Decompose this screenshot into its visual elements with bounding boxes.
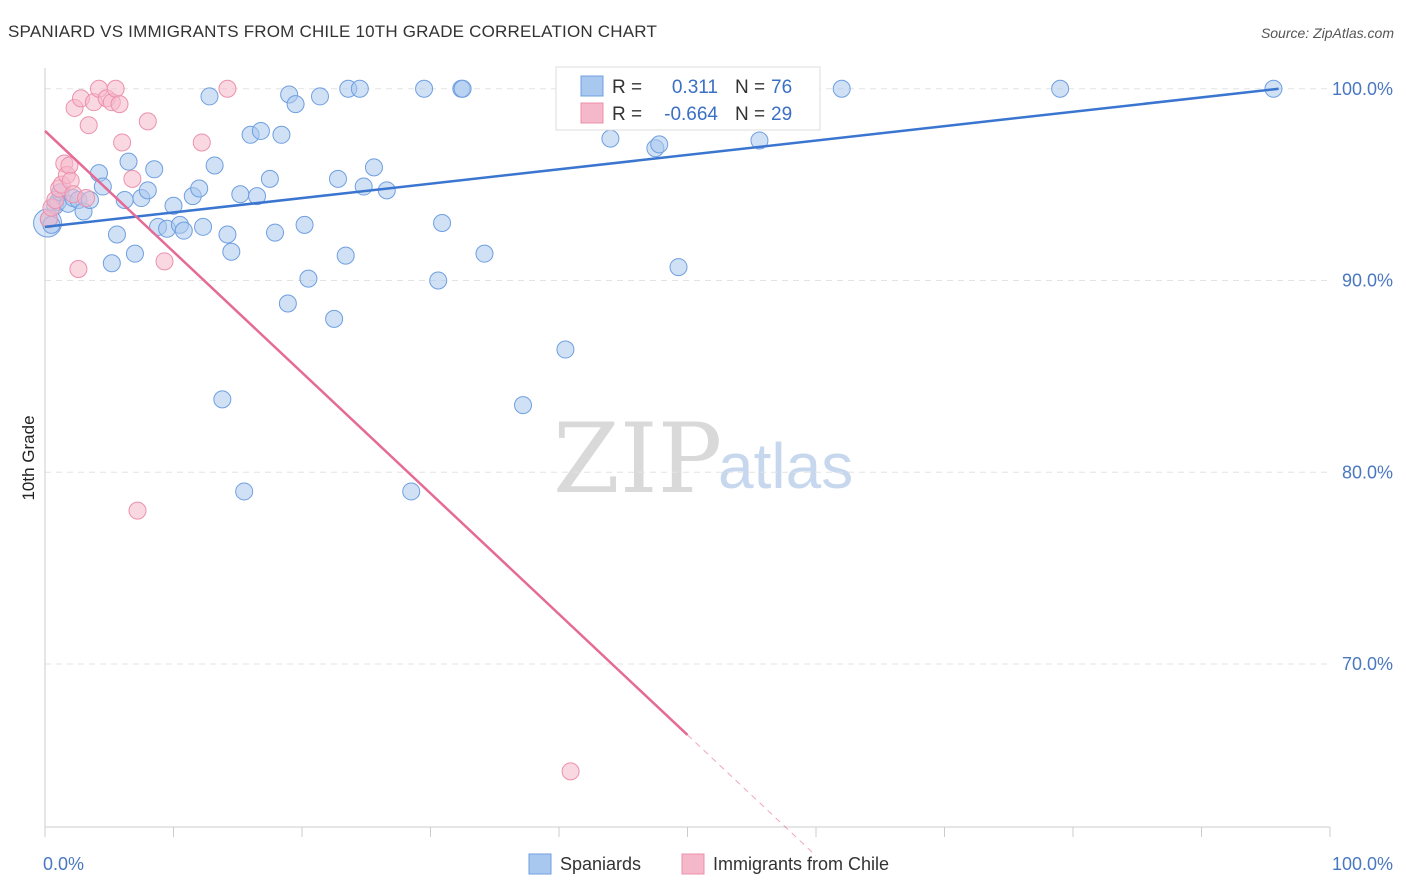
spaniards-point <box>102 254 121 273</box>
stats-legend-swatch-spaniards <box>580 75 604 97</box>
watermark-zip: ZIP <box>553 403 722 515</box>
stats-r-value-2: -0.664 <box>664 104 718 125</box>
chile-point <box>192 133 211 152</box>
spaniards-point <box>750 131 769 150</box>
spaniards-point <box>832 79 851 98</box>
spaniards-point <box>295 215 314 234</box>
spaniards-point <box>278 294 297 313</box>
chile-point <box>218 79 237 98</box>
spaniards-point <box>222 242 241 261</box>
spaniards-point <box>260 169 279 188</box>
chile-point <box>77 189 96 208</box>
spaniards-point <box>336 246 355 265</box>
chile-point <box>138 112 157 131</box>
gridlines <box>45 88 1330 665</box>
spaniards-point <box>272 125 291 144</box>
spaniards-point <box>429 271 448 290</box>
chile-point <box>128 501 147 520</box>
spaniards-point <box>266 223 285 242</box>
spaniards-point <box>119 152 138 171</box>
spaniards-point <box>453 79 472 98</box>
stats-n-label-1: N = <box>735 77 765 98</box>
legend-swatch-chile <box>681 853 705 875</box>
stats-legend: R = 0.311 N = 76 R = -0.664 N = 29 <box>555 66 821 131</box>
y-axis-title: 10th Grade <box>19 415 38 500</box>
spaniards-point <box>299 269 318 288</box>
spaniards-point <box>145 160 164 179</box>
stats-n-value-1: 76 <box>771 77 792 98</box>
y-tick-label: 70.0% <box>1342 654 1393 674</box>
spaniards-point <box>415 79 434 98</box>
stats-r-label-2: R = <box>612 104 642 125</box>
chile-point <box>79 116 98 135</box>
stats-r-value-1: 0.311 <box>672 77 718 98</box>
spaniards-point <box>325 309 344 328</box>
spaniards-point <box>138 181 157 200</box>
stats-n-value-2: 29 <box>771 104 792 125</box>
spaniards-point <box>1051 79 1070 98</box>
spaniards-point <box>200 87 219 106</box>
spaniards-point <box>328 169 347 188</box>
spaniards-point <box>475 244 494 263</box>
y-tick-label: 80.0% <box>1342 462 1393 482</box>
spaniards-point <box>433 213 452 232</box>
spaniards-point <box>205 156 224 175</box>
spaniards-point <box>213 390 232 409</box>
y-tick-label: 100.0% <box>1332 79 1393 99</box>
x-tick-label-min: 0.0% <box>43 854 84 874</box>
spaniards-point <box>402 482 421 501</box>
chile-trend-line <box>44 130 689 736</box>
stats-n-label-2: N = <box>735 104 765 125</box>
trend-lines <box>44 87 1279 857</box>
spaniards-point <box>235 482 254 501</box>
x-tick-label-max: 100.0% <box>1332 854 1393 874</box>
stats-legend-swatch-chile <box>580 102 604 124</box>
chile-point <box>69 260 88 279</box>
legend-swatch-spaniards <box>528 853 552 875</box>
stats-r-label-1: R = <box>612 77 642 98</box>
spaniards-point <box>248 187 267 206</box>
chile-point <box>561 762 580 781</box>
chile-trend-line-extrapolated <box>687 734 817 857</box>
chart-title: SPANIARD VS IMMIGRANTS FROM CHILE 10TH G… <box>8 22 658 41</box>
legend-label-chile: Immigrants from Chile <box>713 854 889 874</box>
spaniards-point <box>194 217 213 236</box>
spaniards-point <box>514 396 533 415</box>
watermark-atlas: atlas <box>718 430 853 502</box>
spaniards-point <box>125 244 144 263</box>
chile-point <box>123 169 142 188</box>
chile-point <box>106 79 125 98</box>
chile-point <box>113 133 132 152</box>
spaniards-point <box>650 135 669 154</box>
spaniards-trend-line <box>44 87 1279 229</box>
spaniards-point <box>231 185 250 204</box>
series-legend: Spaniards Immigrants from Chile <box>528 853 889 875</box>
spaniards-point <box>218 225 237 244</box>
spaniards-point <box>107 225 126 244</box>
spaniards-point <box>669 258 688 277</box>
source-label: Source: ZipAtlas.com <box>1260 25 1394 41</box>
spaniards-point <box>251 121 270 140</box>
spaniards-point <box>174 221 193 240</box>
tick-labels: 70.0% 80.0% 90.0% 100.0% 0.0% 100.0% <box>43 79 1393 874</box>
spaniards-point <box>350 79 369 98</box>
axes <box>44 68 1331 837</box>
spaniards-point <box>190 179 209 198</box>
spaniards-point <box>601 129 620 148</box>
spaniards-point <box>164 196 183 215</box>
spaniards-point <box>286 95 305 114</box>
spaniards-point <box>556 340 575 359</box>
chile-points <box>39 79 580 781</box>
spaniards-point <box>364 158 383 177</box>
legend-label-spaniards: Spaniards <box>560 854 641 874</box>
chile-point <box>110 95 129 114</box>
y-tick-label: 90.0% <box>1342 271 1393 291</box>
spaniards-point <box>310 87 329 106</box>
chile-point <box>155 252 174 271</box>
